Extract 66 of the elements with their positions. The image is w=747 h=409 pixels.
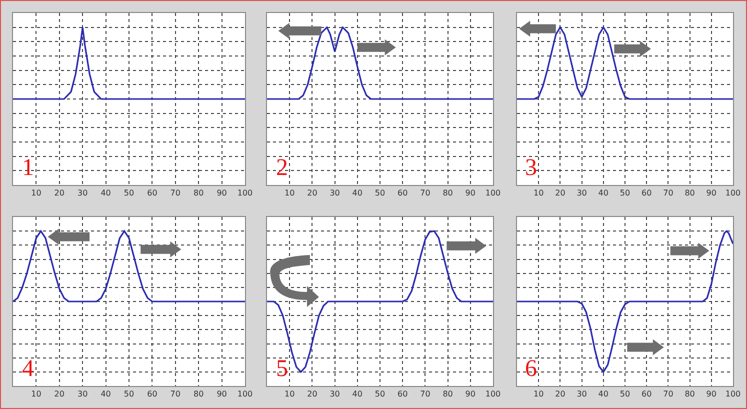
x-tick-label: 10 (31, 390, 42, 399)
annotation: 6 (525, 356, 537, 382)
text: 3 (525, 155, 537, 181)
x-tick-label: 30 (576, 188, 587, 198)
x-tick-label: 50 (374, 188, 386, 198)
x-tick-label: 90 (706, 188, 716, 198)
x-tick-label: 10 (534, 188, 544, 198)
x-tick-label: 100 (485, 390, 501, 399)
x-tick-label: 50 (374, 390, 386, 399)
x-tick-label: 40 (100, 188, 111, 198)
x-tick-label: 90 (216, 188, 227, 198)
x-tick-label: 80 (442, 390, 453, 399)
x-tick-label: 40 (352, 188, 362, 198)
x-tick-label: 60 (147, 390, 158, 399)
x-tick-label: 10 (284, 390, 295, 399)
x-tick-label: 20 (307, 390, 318, 399)
x-tick-label: 40 (598, 390, 608, 399)
x-tick-label: 50 (124, 188, 134, 198)
x-tick-label: 50 (620, 188, 630, 198)
x-tick-label: 20 (555, 390, 566, 399)
x-tick-label: 30 (78, 390, 88, 399)
x-tick-label: 20 (307, 188, 318, 198)
text: 4 (22, 356, 34, 382)
x-tick-label: 10 (284, 188, 295, 198)
x-tick-label: 90 (465, 188, 476, 198)
x-tick-label: 60 (147, 188, 158, 198)
x-tick-label: 80 (684, 188, 695, 198)
x-tick-label: 10 (31, 188, 42, 198)
x-tick-label: 10 (534, 390, 544, 399)
x-tick-label: 80 (442, 188, 453, 198)
x-tick-label: 40 (352, 390, 362, 399)
x-tick-label: 100 (725, 188, 741, 198)
x-tick-label: 20 (54, 188, 64, 198)
x-tick-label: 20 (555, 188, 566, 198)
x-tick-label: 30 (78, 188, 88, 198)
x-tick-label: 100 (725, 390, 741, 399)
x-tick-label: 90 (216, 390, 227, 399)
annotation: 5 (276, 356, 288, 382)
x-tick-label: 50 (124, 390, 134, 399)
x-tick-label: 70 (663, 188, 674, 198)
x-tick-label: 90 (706, 390, 716, 399)
x-tick-label: 100 (237, 188, 253, 198)
x-tick-label: 70 (420, 390, 430, 399)
x-tick-label: 90 (465, 390, 476, 399)
x-tick-label: 70 (420, 188, 430, 198)
x-tick-label: 60 (642, 390, 652, 399)
x-tick-label: 30 (330, 188, 340, 198)
x-tick-label: 70 (170, 188, 180, 198)
x-tick-label: 40 (598, 188, 608, 198)
x-tick-label: 30 (330, 390, 340, 399)
x-tick-label: 100 (237, 390, 253, 399)
x-tick-label: 80 (194, 188, 204, 198)
x-tick-label: 30 (576, 390, 587, 399)
x-tick-label: 70 (663, 390, 674, 399)
x-tick-label: 70 (170, 390, 180, 399)
text: 2 (276, 155, 288, 181)
x-tick-label: 40 (100, 390, 111, 399)
x-tick-label: 60 (642, 188, 652, 198)
x-tick-label: 60 (398, 390, 408, 399)
x-tick-label: 80 (684, 390, 695, 399)
x-tick-label: 100 (485, 188, 501, 198)
x-tick-label: 60 (398, 188, 408, 198)
x-tick-label: 80 (194, 390, 204, 399)
text: 1 (22, 155, 34, 181)
x-tick-label: 20 (54, 390, 64, 399)
x-tick-label: 50 (620, 390, 630, 399)
